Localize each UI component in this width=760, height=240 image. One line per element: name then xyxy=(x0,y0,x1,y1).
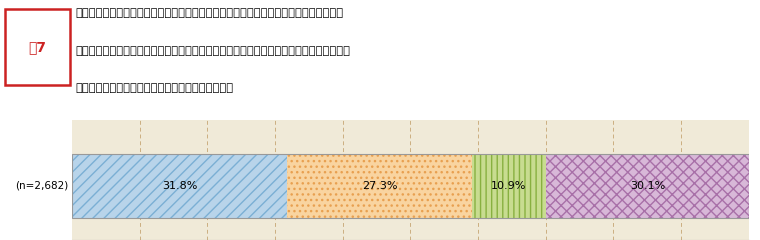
Text: 所属府省の通報窓口と
倫理審査会の通報窓口の両方を知っていた: 所属府省の通報窓口と 倫理審査会の通報窓口の両方を知っていた xyxy=(128,140,231,161)
Text: 図7: 図7 xyxy=(29,40,46,54)
Bar xyxy=(72,154,287,218)
Bar xyxy=(287,154,472,218)
Text: 倫理審査会の通報窓口
のみ知っていた: 倫理審査会の通報窓口 のみ知っていた xyxy=(482,140,536,161)
Text: 30.1%: 30.1% xyxy=(630,181,665,191)
Bar xyxy=(546,154,749,218)
Bar xyxy=(472,154,546,218)
Text: 27.3%: 27.3% xyxy=(362,181,397,191)
Text: (n=2,682): (n=2,682) xyxy=(15,181,68,191)
Text: 所属府省の通報窓口
のみ知っていた: 所属府省の通報窓口 のみ知っていた xyxy=(356,140,404,161)
Text: 倫理法・倫理規程に違反すると疑われる行為についての通報窓口には、各府省のものと: 倫理法・倫理規程に違反すると疑われる行為についての通報窓口には、各府省のものと xyxy=(75,8,344,18)
FancyBboxPatch shape xyxy=(5,9,70,85)
Text: 31.8%: 31.8% xyxy=(162,181,198,191)
Text: これらが設けられていることを知っていましたか。: これらが設けられていることを知っていましたか。 xyxy=(75,83,233,93)
Bar xyxy=(72,154,749,218)
Text: どちらも知らなかった: どちらも知らなかった xyxy=(621,152,674,161)
Text: 倫理審査会のもの（通年開設しているもの）とがありますが、このアンケートが届く前に: 倫理審査会のもの（通年開設しているもの）とがありますが、このアンケートが届く前に xyxy=(75,46,350,56)
Text: 10.9%: 10.9% xyxy=(491,181,527,191)
